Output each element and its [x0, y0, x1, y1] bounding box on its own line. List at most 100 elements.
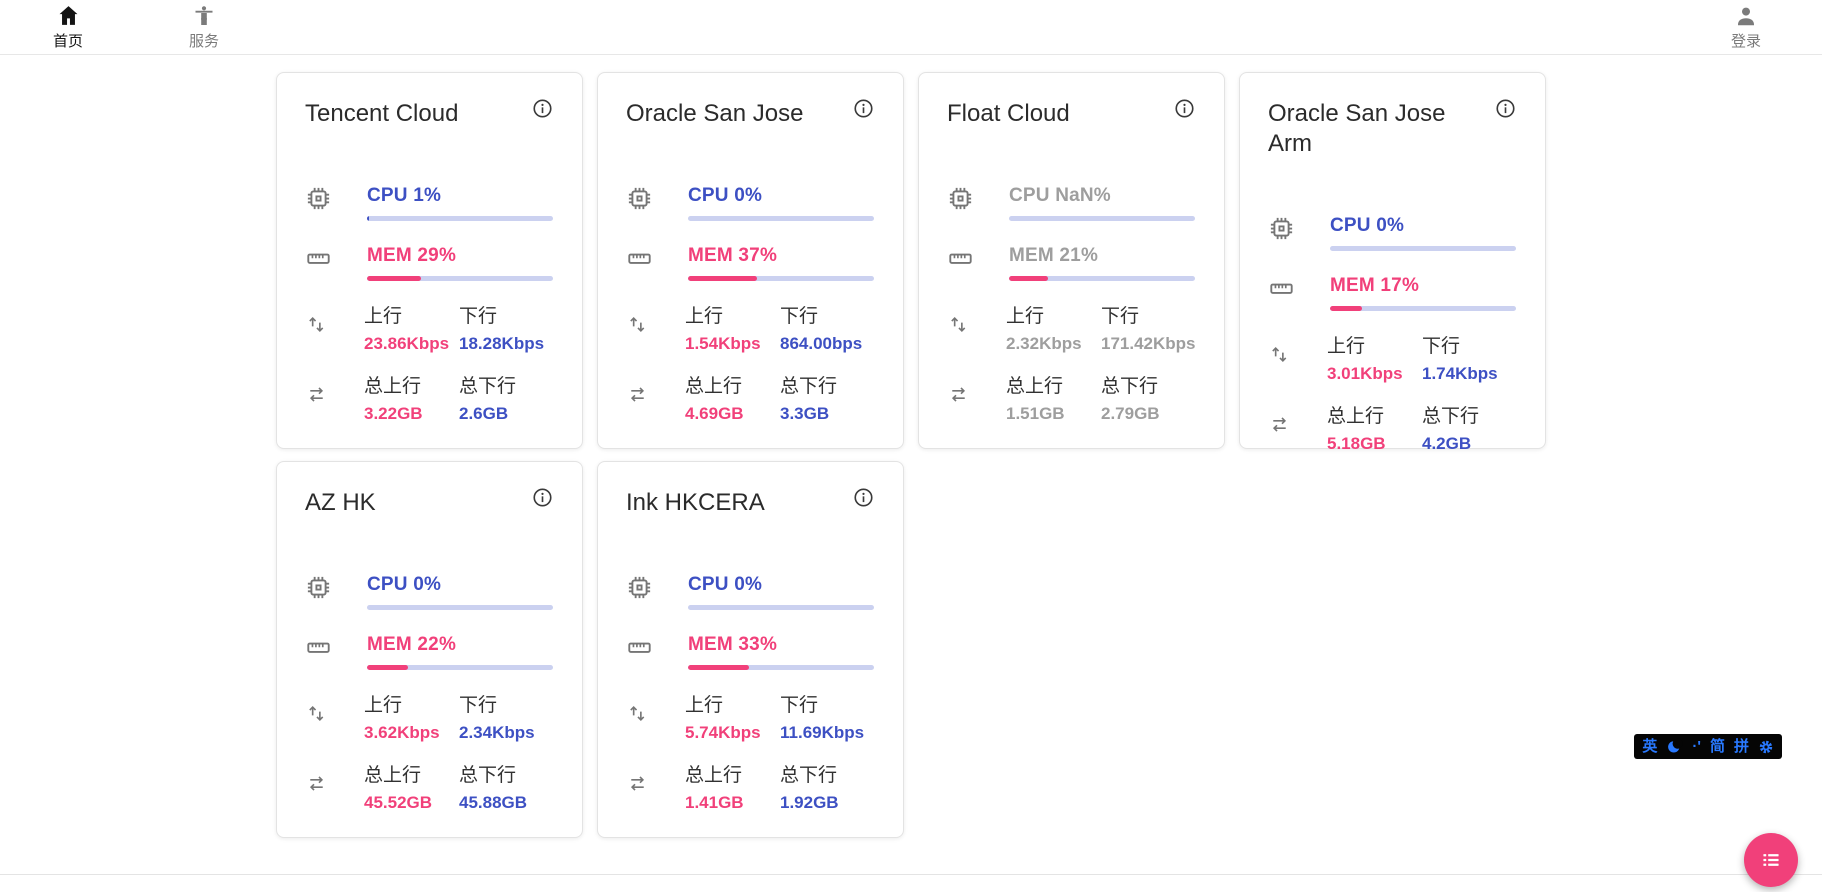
cpu-progressbar [367, 216, 553, 221]
memory-ruler-icon [626, 246, 652, 271]
ime-punctuation-toggle[interactable]: ·' [1692, 738, 1701, 755]
total-download-label: 总下行 [459, 765, 517, 786]
upload-label: 上行 [1327, 336, 1366, 357]
cpu-label: CPU NaN% [1009, 185, 1111, 206]
nav-item-services[interactable]: 服务 [176, 3, 232, 51]
cpu-chip-icon [1268, 216, 1294, 241]
cpu-label: CPU 1% [367, 185, 442, 206]
server-card-float-cloud: Float Cloud CPU NaN% MEM 21% 上行 2.32Kbps [918, 72, 1225, 449]
total-upload-value: 1.41GB [685, 793, 744, 812]
total-traffic-row: 总上行 3.22GB 总下行 2.6GB [305, 375, 554, 425]
home-icon [56, 3, 81, 28]
upload-value: 5.74Kbps [685, 723, 761, 742]
mem-row: MEM 21% [947, 245, 1196, 281]
download-label: 下行 [1101, 306, 1140, 327]
download-label: 下行 [780, 695, 819, 716]
total-download-label: 总下行 [1422, 406, 1480, 427]
download-label: 下行 [1422, 336, 1461, 357]
ime-language-toggle[interactable]: 英 [1642, 738, 1658, 755]
moon-icon[interactable] [1666, 738, 1683, 755]
info-icon[interactable] [1494, 97, 1517, 120]
mem-row: MEM 37% [626, 245, 875, 281]
cpu-progressbar [688, 605, 874, 610]
upload-label: 上行 [685, 306, 724, 327]
memory-ruler-icon [947, 246, 973, 271]
total-upload-value: 1.51GB [1006, 404, 1065, 423]
total-download-value: 1.92GB [780, 793, 839, 812]
services-icon [192, 3, 216, 28]
cpu-progressbar [367, 605, 553, 610]
swap-horiz-icon [626, 383, 649, 406]
upload-label: 上行 [364, 306, 403, 327]
cpu-progressbar [688, 216, 874, 221]
download-value: 864.00bps [780, 334, 863, 353]
network-speed-row: 上行 3.62Kbps 下行 2.34Kbps [305, 694, 554, 744]
cpu-chip-icon [305, 186, 331, 211]
upload-value: 23.86Kbps [364, 334, 450, 353]
cpu-row: CPU NaN% [947, 185, 1196, 221]
server-list-fab[interactable] [1744, 833, 1798, 887]
nav-home-label: 首页 [52, 33, 83, 50]
swap-vert-icon [626, 702, 649, 725]
total-upload-label: 总上行 [364, 765, 422, 786]
download-value: 171.42Kbps [1101, 334, 1196, 353]
upload-value: 1.54Kbps [685, 334, 761, 353]
total-download-value: 2.79GB [1101, 404, 1160, 423]
total-upload-label: 总上行 [364, 376, 422, 397]
total-download-label: 总下行 [780, 765, 838, 786]
nav-login-label: 登录 [1730, 33, 1761, 50]
gear-icon[interactable] [1758, 739, 1774, 755]
total-upload-value: 4.69GB [685, 404, 744, 423]
info-icon[interactable] [1173, 97, 1196, 120]
cpu-chip-icon [626, 575, 652, 600]
info-icon[interactable] [531, 97, 554, 120]
app-header: 首页 服务 登录 [0, 0, 1822, 55]
swap-vert-icon [1268, 343, 1291, 366]
nav-item-home[interactable]: 首页 [40, 3, 96, 51]
list-icon [1758, 847, 1784, 873]
server-name: Oracle San Jose Arm [1268, 100, 1446, 157]
network-speed-row: 上行 5.74Kbps 下行 11.69Kbps [626, 694, 875, 744]
cpu-row: CPU 1% [305, 185, 554, 221]
total-traffic-row: 总上行 1.51GB 总下行 2.79GB [947, 375, 1196, 425]
total-upload-value: 45.52GB [364, 793, 433, 812]
mem-progressbar [1009, 276, 1195, 281]
cpu-row: CPU 0% [626, 574, 875, 610]
cpu-row: CPU 0% [626, 185, 875, 221]
swap-horiz-icon [626, 772, 649, 795]
server-name: AZ HK [305, 489, 376, 516]
nav-item-login[interactable]: 登录 [1718, 3, 1774, 51]
total-download-value: 2.6GB [459, 404, 509, 423]
network-speed-row: 上行 3.01Kbps 下行 1.74Kbps [1268, 335, 1517, 385]
network-speed-row: 上行 2.32Kbps 下行 171.42Kbps [947, 305, 1196, 355]
swap-horiz-icon [305, 772, 328, 795]
server-name: Ink HKCERA [626, 489, 765, 516]
cpu-row: CPU 0% [1268, 215, 1517, 251]
server-name: Oracle San Jose [626, 100, 804, 127]
swap-vert-icon [626, 313, 649, 336]
cpu-progressbar [1330, 246, 1516, 251]
footer-divider [0, 874, 1822, 875]
memory-ruler-icon [305, 635, 331, 660]
total-traffic-row: 总上行 4.69GB 总下行 3.3GB [626, 375, 875, 425]
total-download-value: 45.88GB [459, 793, 528, 812]
nav-services-label: 服务 [188, 33, 219, 50]
server-name: Float Cloud [947, 100, 1070, 127]
cpu-row: CPU 0% [305, 574, 554, 610]
ime-toolbar[interactable]: 英 ·' 简 拼 [1634, 734, 1782, 759]
total-traffic-row: 总上行 1.41GB 总下行 1.92GB [626, 764, 875, 814]
cpu-chip-icon [626, 186, 652, 211]
info-icon[interactable] [852, 486, 875, 509]
download-value: 11.69Kbps [780, 723, 865, 742]
total-download-value: 3.3GB [780, 404, 830, 423]
info-icon[interactable] [531, 486, 554, 509]
mem-progressbar [688, 276, 874, 281]
download-value: 18.28Kbps [459, 334, 545, 353]
mem-row: MEM 29% [305, 245, 554, 281]
ime-pinyin-toggle[interactable]: 拼 [1733, 738, 1749, 755]
ime-simplified-toggle[interactable]: 简 [1709, 738, 1725, 755]
info-icon[interactable] [852, 97, 875, 120]
memory-ruler-icon [626, 635, 652, 660]
total-upload-label: 总上行 [685, 765, 743, 786]
server-card-tencent-cloud: Tencent Cloud CPU 1% MEM 29% 上行 23.86Kbp… [276, 72, 583, 449]
